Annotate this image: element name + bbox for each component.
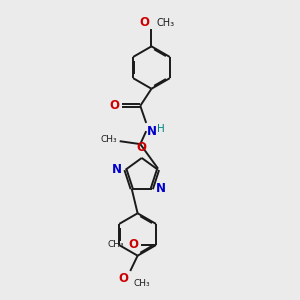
Text: CH₃: CH₃ bbox=[108, 240, 124, 249]
Text: O: O bbox=[140, 16, 150, 29]
Text: N: N bbox=[156, 182, 166, 195]
Text: O: O bbox=[110, 99, 120, 112]
Text: CH₃: CH₃ bbox=[157, 18, 175, 28]
Text: O: O bbox=[137, 141, 147, 154]
Text: N: N bbox=[147, 125, 157, 138]
Text: O: O bbox=[128, 238, 138, 251]
Text: O: O bbox=[118, 272, 128, 285]
Text: N: N bbox=[111, 163, 122, 176]
Text: CH₃: CH₃ bbox=[101, 136, 117, 145]
Text: CH₃: CH₃ bbox=[133, 279, 150, 288]
Text: H: H bbox=[158, 124, 165, 134]
